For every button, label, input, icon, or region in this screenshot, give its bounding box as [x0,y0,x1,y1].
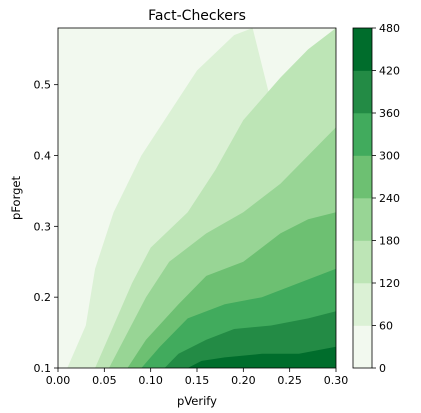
colorbar-tick-label: 60 [379,320,393,333]
colorbar-segment [353,325,372,369]
chart-title: Fact-Checkers [148,8,246,24]
x-tick-label: 0.15 [185,374,210,387]
y-tick-label: 0.5 [34,79,52,92]
colorbar-segment [353,198,372,241]
contour-band-420 [187,346,336,368]
colorbar-segment [353,155,372,199]
colorbar-tick-label: 360 [379,107,400,120]
y-tick-label: 0.1 [34,362,52,375]
colorbar: 0 60 120 180 240 300 360 420 480 [352,22,400,375]
x-tick-label: 0.00 [46,374,71,387]
colorbar-tick-label: 420 [379,65,400,78]
x-tick-label: 0.10 [138,374,163,387]
colorbar-tick-label: 0 [379,362,386,375]
y-tick-label: 0.4 [34,150,52,163]
y-axis: 0.1 0.2 0.3 0.4 0.5 [34,79,58,375]
colorbar-tick-label: 180 [379,235,400,248]
colorbar-tick-label: 480 [379,22,400,35]
x-axis-label: pVerify [177,394,217,408]
x-tick-label: 0.20 [231,374,256,387]
y-tick-label: 0.3 [34,220,52,233]
colorbar-tick-label: 240 [379,192,400,205]
colorbar-segment [353,28,372,71]
colorbar-segment [353,240,372,284]
colorbar-tick-label: 120 [379,277,400,290]
y-tick-label: 0.2 [34,291,52,304]
x-axis: 0.00 0.05 0.10 0.15 0.20 0.25 0.30 [46,368,349,387]
colorbar-segment [353,70,372,114]
x-tick-label: 0.30 [324,374,349,387]
colorbar-tick-label: 300 [379,150,400,163]
y-axis-label: pForget [9,176,23,220]
colorbar-segment [353,113,372,156]
colorbar-segment [353,283,372,326]
x-tick-label: 0.25 [277,374,302,387]
x-tick-label: 0.05 [92,374,117,387]
plot-area [58,28,336,368]
